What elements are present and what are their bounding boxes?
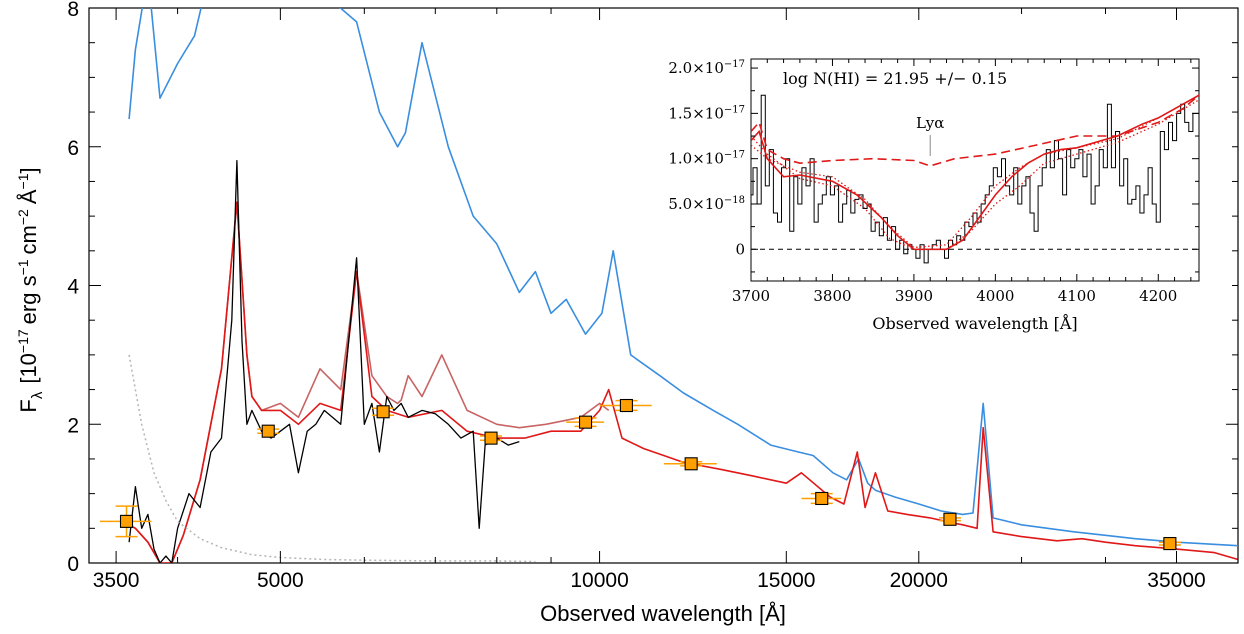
inset-ytick-label: 2.0×10−17	[668, 59, 745, 77]
inset-xtick-label: 4000	[976, 287, 1014, 305]
photometry-point	[801, 491, 842, 506]
inset-xaxis-label: Observed wavelength [Å]	[872, 313, 1077, 333]
photometry-point	[566, 415, 605, 429]
main-xaxis-label: Observed wavelength [Å]	[540, 601, 786, 626]
inset-annotation: log N(HI) = 21.95 +/− 0.15	[783, 69, 1007, 88]
inset-lya-label: Lyα	[916, 114, 944, 132]
photometry-point	[938, 512, 961, 526]
ylabel-exp3: −2	[15, 209, 31, 225]
main-series-1	[122, 201, 610, 563]
main-xtick-label: 5000	[257, 569, 304, 592]
ylabel-exp2: −1	[15, 259, 31, 275]
main-ytick-label: 6	[67, 137, 79, 160]
main-xtick-label: 20000	[890, 569, 948, 592]
inset-series-2	[751, 94, 1199, 251]
main-series-0	[128, 8, 1238, 547]
main-ytick-label: 0	[67, 553, 79, 576]
main-ytick-label: 2	[67, 414, 79, 437]
inset-ytick-label: 1.0×10−17	[668, 150, 745, 168]
inset-series-3	[751, 94, 1199, 249]
main-yaxis-label: Fλ[10−17erg s−1cm−2Å−1]	[15, 167, 46, 412]
main-xtick-label: 35000	[1147, 569, 1205, 592]
ylabel-close: ]	[16, 167, 41, 173]
ylabel-unit2: cm	[16, 225, 41, 254]
svg-text:Fλ[10−17erg s−1cm−2Å−1]: Fλ[10−17erg s−1cm−2Å−1]	[15, 167, 46, 412]
ylabel-sub: λ	[29, 391, 46, 399]
inset-series-1	[751, 94, 1199, 167]
ylabel-main: F	[16, 399, 41, 412]
inset-xtick-label: 3700	[732, 287, 770, 305]
inset-ytick-label: 5.0×10−18	[668, 195, 745, 213]
photometry-point	[1158, 537, 1181, 551]
ylabel-unit1: erg s	[16, 275, 41, 324]
inset-xtick-label: 4100	[1058, 287, 1096, 305]
main-series-3	[128, 159, 520, 563]
photometry-point	[480, 431, 503, 445]
main-xtick-label: 3500	[93, 569, 140, 592]
main-ytick-label: 4	[67, 276, 79, 299]
ylabel-exp4: −1	[15, 173, 31, 189]
ylabel-open: [10	[16, 353, 41, 384]
photometry-point	[257, 424, 280, 438]
inset-ytick-label: 1.5×10−17	[668, 104, 745, 122]
main-xtick-label: 10000	[570, 569, 628, 592]
inset-xtick-label: 3900	[895, 287, 933, 305]
inset-series-0	[751, 94, 1199, 264]
photometry-point	[372, 405, 395, 419]
main-series-2	[122, 201, 1238, 563]
inset-xtick-label: 4200	[1139, 287, 1177, 305]
inset-xtick-label: 3800	[813, 287, 851, 305]
ylabel-exp1: −17	[15, 329, 31, 353]
photometry-point	[100, 505, 152, 538]
main-series-4	[128, 354, 536, 563]
main-ytick-label: 8	[67, 0, 79, 21]
main-xtick-label: 15000	[757, 569, 815, 592]
inset-ytick-label: 0	[735, 240, 745, 258]
photometry-point	[599, 398, 652, 413]
inset-plot-frame	[750, 58, 1200, 282]
photometry-point	[663, 457, 717, 471]
ylabel-unit3: Å	[16, 189, 41, 204]
